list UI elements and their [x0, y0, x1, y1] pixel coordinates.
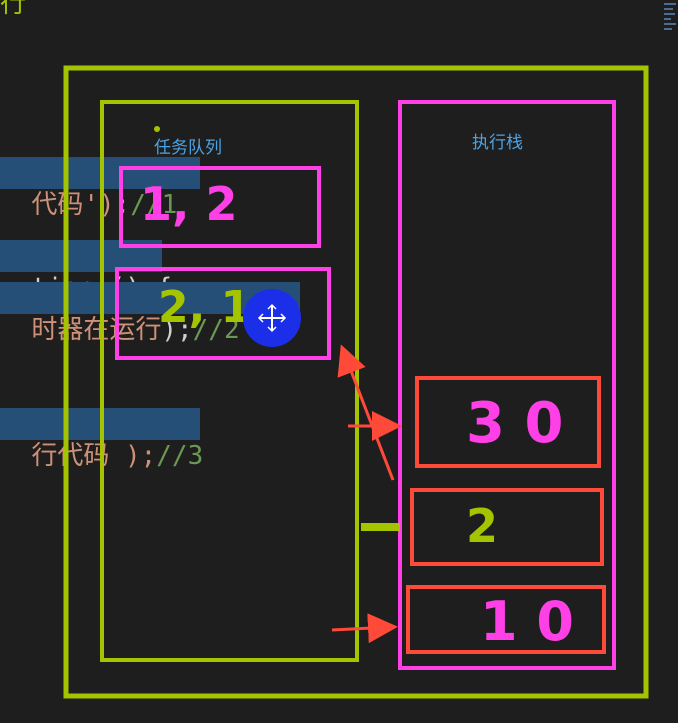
code-fragment-top: 行 — [0, 0, 27, 19]
outer-frame — [63, 65, 649, 699]
task-queue-label: 任务队列 — [154, 138, 222, 158]
queue-item-1 — [119, 166, 321, 248]
stack-item-top-text: 3 0 — [466, 391, 563, 456]
code-line-1-text: 代码'); — [31, 190, 131, 220]
code-line-3-tail: ); — [161, 315, 193, 345]
stack-item-middle — [410, 488, 604, 566]
stack-item-middle-text: 2 — [466, 499, 498, 553]
code-line-3-comment: //2 — [192, 315, 240, 345]
call-stack-box — [398, 100, 616, 670]
stack-item-bottom-text: 1 0 — [480, 590, 574, 653]
move-cursor-icon — [243, 289, 301, 347]
code-line-4-text: 行代码 ); — [31, 441, 157, 471]
code-line-4-comment: //3 — [156, 441, 204, 471]
queue-item-1-text: 1, 2 — [140, 177, 238, 231]
task-queue-box — [100, 100, 359, 662]
stack-item-top — [415, 376, 601, 468]
code-line-3-text: 时器在运行 — [31, 315, 162, 345]
arrow-to-queue — [337, 344, 395, 481]
connector-dash — [361, 523, 400, 531]
code-line-1-comment: //1 — [130, 190, 178, 220]
editor-minimap[interactable] — [664, 0, 678, 60]
call-stack-label: 执行栈 — [472, 133, 523, 153]
queue-item-2 — [115, 267, 331, 360]
stack-item-bottom — [406, 585, 606, 654]
marker-dot — [154, 126, 160, 132]
arrow-into-stack-bottom — [331, 613, 398, 644]
queue-item-2-text: 2, 1 — [158, 282, 251, 333]
